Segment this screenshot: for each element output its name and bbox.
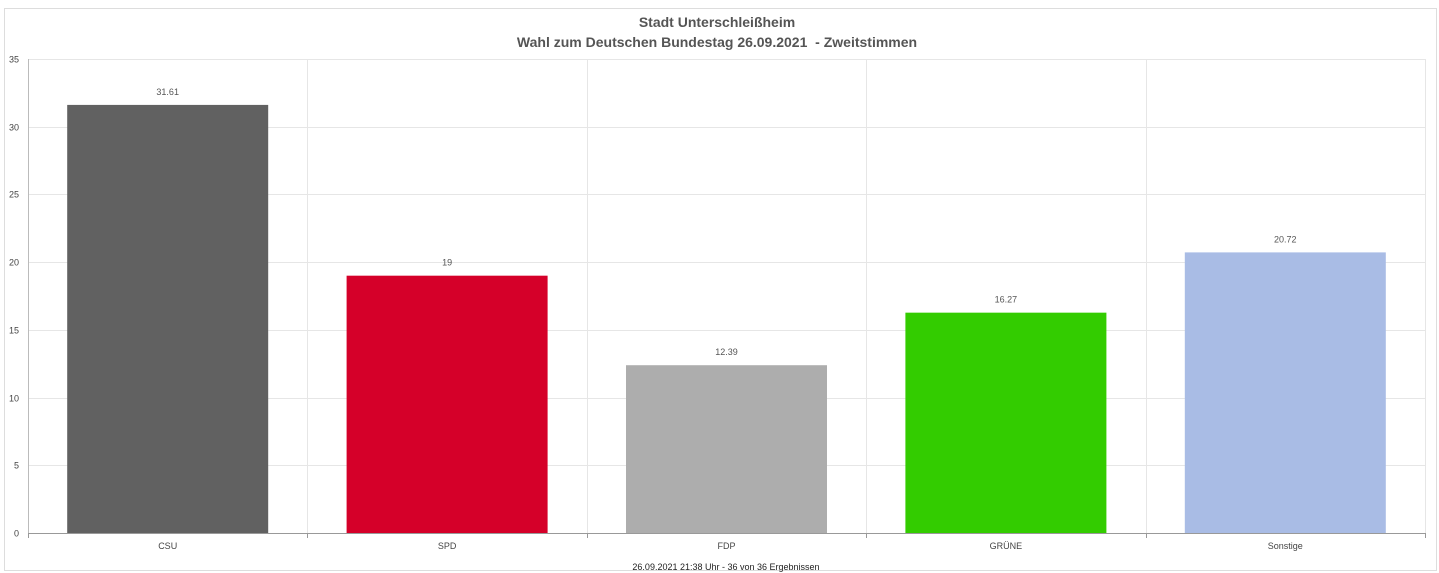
data-label: 19 [442,258,452,268]
data-labels: 31.61 19 12.39 16.27 20.72 [156,87,1296,357]
x-category-label: GRÜNE [990,541,1023,551]
data-label: 31.61 [156,87,179,97]
chart-border [4,8,1437,571]
bars [67,104,1386,534]
bar-gr-ne [905,312,1107,533]
y-tick-label: 20 [9,258,19,268]
y-tick-label: 35 [9,55,19,65]
x-category-label: FDP [718,541,736,551]
x-category-label: Sonstige [1268,541,1303,551]
y-tick-label: 0 [14,529,19,539]
chart-footer: 26.09.2021 21:38 Uhr - 36 von 36 Ergebni… [632,562,819,572]
x-category-label: SPD [438,541,457,551]
data-label: 12.39 [715,347,738,357]
y-tick-label: 25 [9,190,19,200]
data-label: 20.72 [1274,234,1297,244]
bar-sonstige [1184,252,1386,533]
x-category-label: CSU [158,541,177,551]
y-tick-label: 30 [9,123,19,133]
data-label: 16.27 [995,295,1018,305]
y-tick-label: 5 [14,461,19,471]
bar-fdp [626,365,827,533]
bar-spd [346,275,548,533]
chart-title: Stadt Unterschleißheim [639,14,795,30]
bar-csu [67,104,269,534]
axes: 0 5 10 15 20 25 30 35 CSU SPD FDP GRÜNE Sonstige [9,55,1426,551]
y-tick-label: 15 [9,326,19,336]
y-tick-label: 10 [9,394,19,404]
chart-subtitle: Wahl zum Deutschen Bundestag 26.09.2021 … [517,34,917,50]
